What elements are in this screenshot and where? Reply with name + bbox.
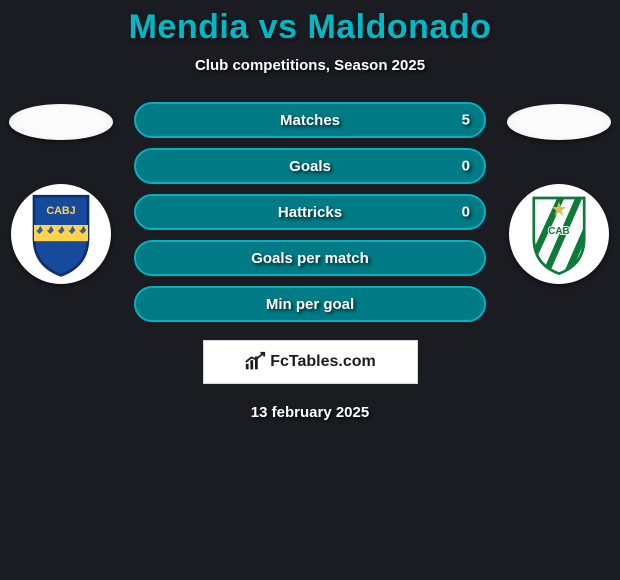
stats-column: Matches 5 Goals 0 Hattricks 0 Goals per …: [116, 102, 504, 322]
left-player-column: CABJ: [6, 102, 116, 284]
source-label: FcTables.com: [270, 353, 376, 371]
stat-right-value: 0: [462, 204, 470, 221]
svg-text:CABJ: CABJ: [46, 205, 75, 217]
stat-right-value: 5: [462, 112, 470, 129]
page-title: Mendia vs Maldonado: [0, 8, 620, 47]
boca-crest-icon: CABJ: [16, 189, 106, 279]
stat-row-goals: Goals 0: [134, 148, 486, 184]
competition-subtitle: Club competitions, Season 2025: [0, 57, 620, 74]
stat-row-matches: Matches 5: [134, 102, 486, 138]
snapshot-date: 13 february 2025: [0, 404, 620, 421]
right-player-silhouette: [507, 104, 611, 140]
stat-row-min-per-goal: Min per goal: [134, 286, 486, 322]
right-player-column: CAB: [504, 102, 614, 284]
left-team-crest: CABJ: [11, 184, 111, 284]
banfield-crest-icon: CAB: [514, 189, 604, 279]
source-attribution[interactable]: FcTables.com: [203, 340, 418, 384]
stat-label: Goals per match: [251, 250, 369, 267]
right-team-crest: CAB: [509, 184, 609, 284]
stat-row-hattricks: Hattricks 0: [134, 194, 486, 230]
stat-label: Goals: [289, 158, 331, 175]
stat-right-value: 0: [462, 158, 470, 175]
comparison-row: CABJ Matches 5 Goals 0 Hattricks 0 Goals…: [0, 102, 620, 322]
stat-label: Min per goal: [266, 296, 354, 313]
svg-text:CAB: CAB: [548, 226, 569, 237]
stat-label: Hattricks: [278, 204, 342, 221]
stat-label: Matches: [280, 112, 340, 129]
left-player-silhouette: [9, 104, 113, 140]
chart-icon: [244, 351, 266, 373]
stat-row-goals-per-match: Goals per match: [134, 240, 486, 276]
